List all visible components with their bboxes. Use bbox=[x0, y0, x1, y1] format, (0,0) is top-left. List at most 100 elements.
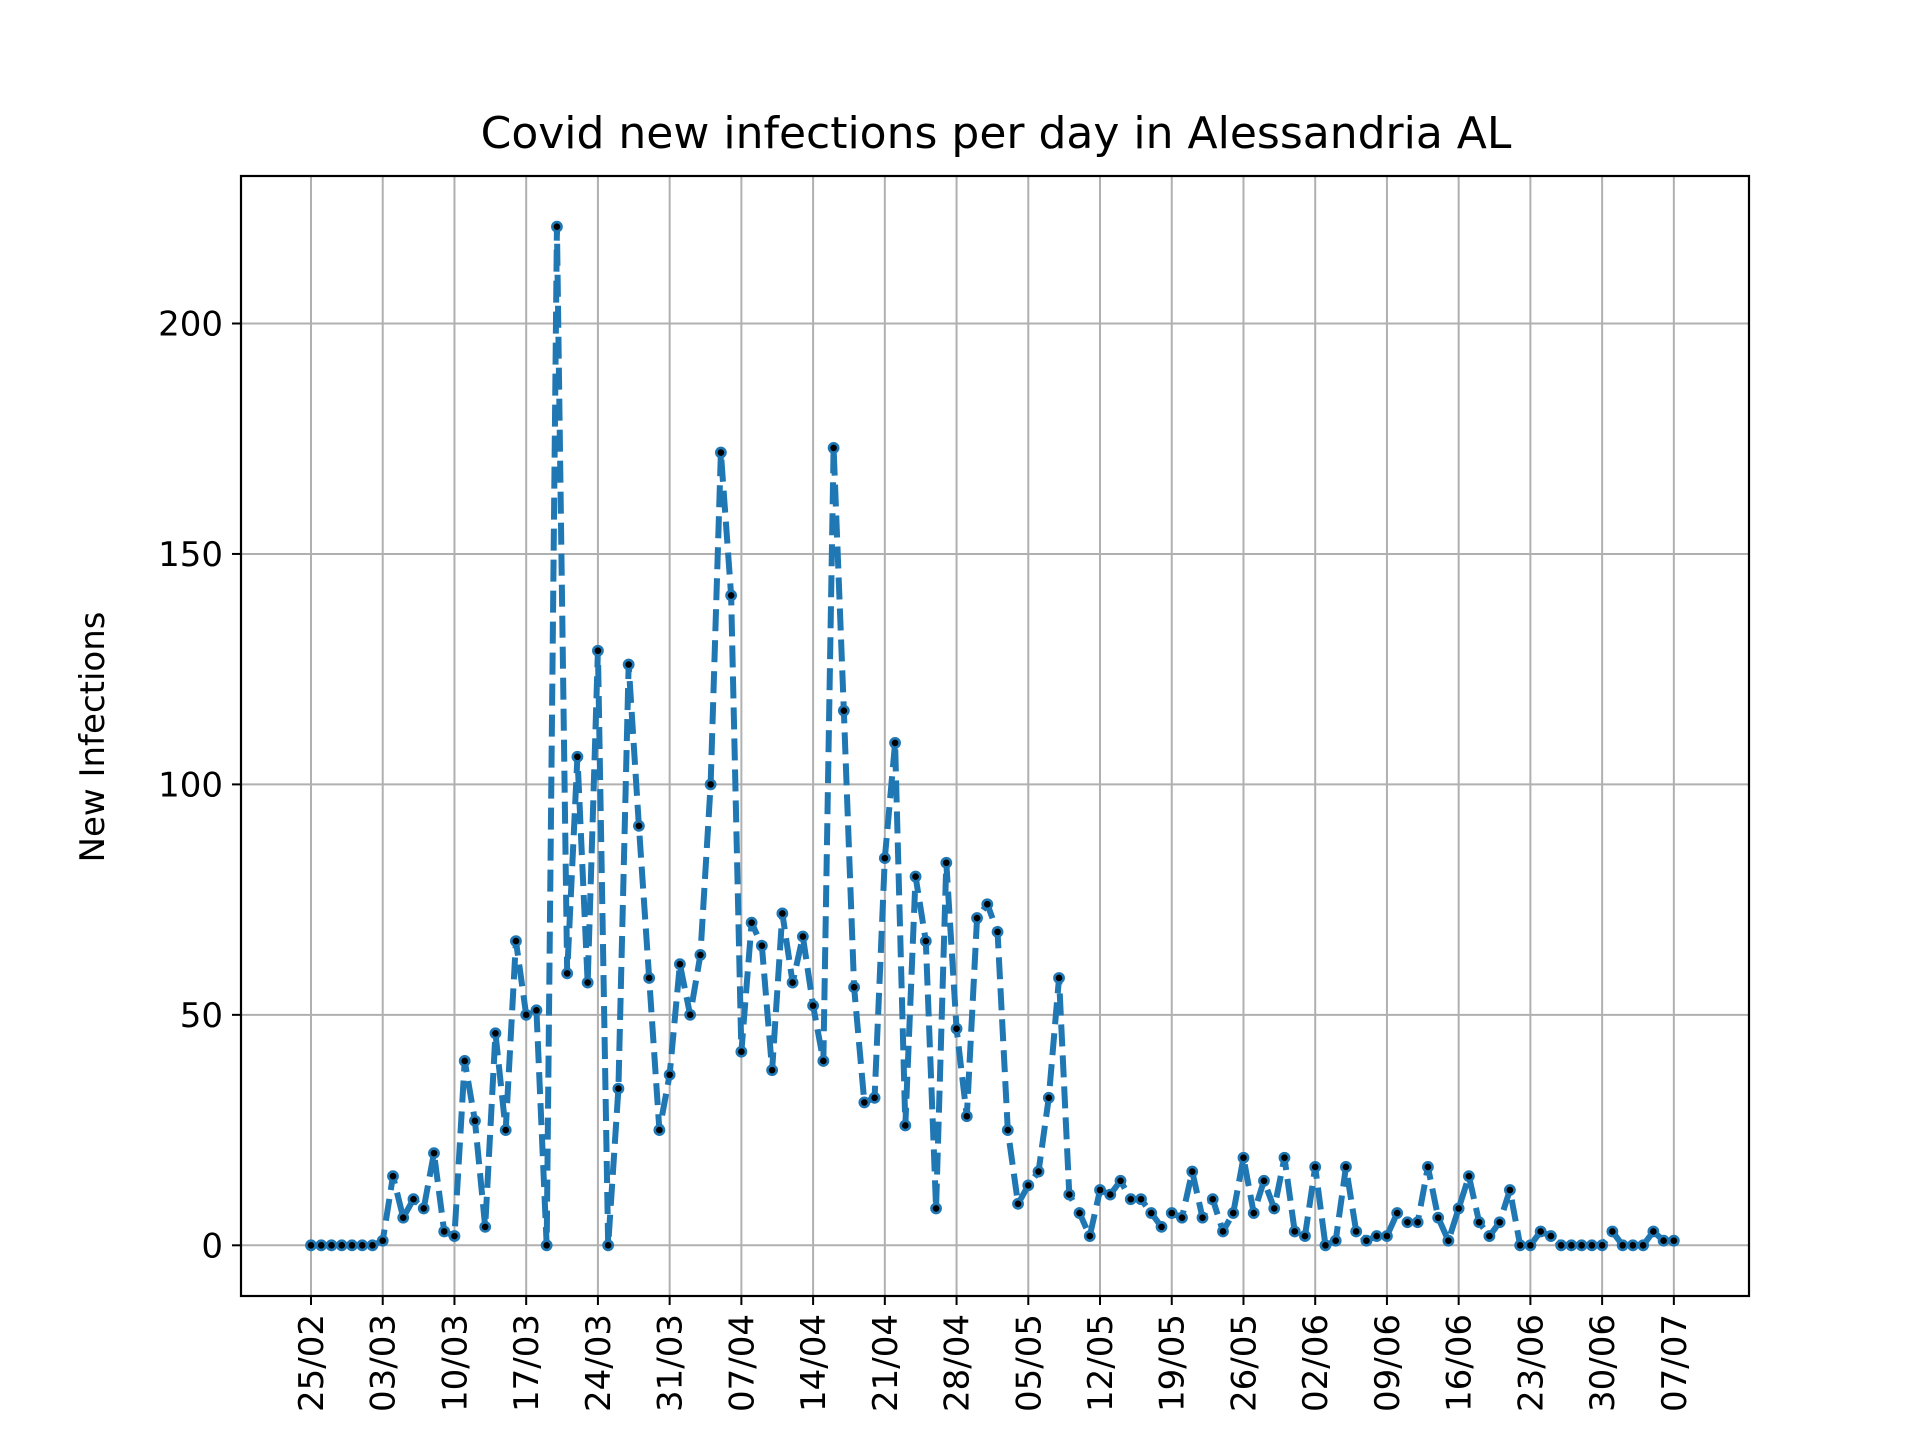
data-point bbox=[694, 949, 707, 961]
data-point bbox=[1340, 1161, 1352, 1173]
x-tick-label: 24/03 bbox=[579, 1314, 619, 1412]
data-point bbox=[1585, 1239, 1598, 1252]
x-tick-label: 07/04 bbox=[722, 1314, 762, 1412]
x-tick-label: 09/06 bbox=[1368, 1314, 1408, 1412]
data-point bbox=[387, 1170, 399, 1183]
data-point bbox=[1350, 1225, 1363, 1238]
chart-title: Covid new infections per day in Alessand… bbox=[481, 108, 1512, 159]
data-point bbox=[1483, 1230, 1496, 1242]
data-point bbox=[1647, 1225, 1660, 1238]
data-point bbox=[438, 1225, 451, 1238]
data-point bbox=[1237, 1151, 1250, 1164]
data-point bbox=[1165, 1207, 1178, 1219]
data-point bbox=[1135, 1193, 1147, 1206]
data-point bbox=[684, 1008, 697, 1021]
data-point bbox=[1514, 1239, 1527, 1252]
data-point bbox=[540, 1239, 553, 1252]
x-axis-ticks: 25/02 03/03 10/03 17/03 24/03 31/03 07/04 14/04… bbox=[292, 1296, 1695, 1412]
data-point bbox=[448, 1230, 461, 1242]
x-tick-label: 30/06 bbox=[1583, 1314, 1623, 1412]
data-point bbox=[335, 1239, 348, 1252]
data-point bbox=[1319, 1239, 1332, 1252]
data-point bbox=[837, 704, 850, 717]
data-point bbox=[745, 916, 758, 929]
data-point bbox=[1227, 1207, 1240, 1219]
data-point bbox=[612, 1082, 625, 1095]
x-tick-label: 19/05 bbox=[1153, 1314, 1193, 1412]
data-point bbox=[868, 1091, 881, 1104]
data-point bbox=[1524, 1239, 1537, 1252]
data-point bbox=[602, 1239, 615, 1252]
data-point bbox=[1534, 1225, 1547, 1238]
data-point bbox=[807, 999, 820, 1012]
data-point bbox=[786, 976, 799, 989]
data-point bbox=[909, 870, 922, 883]
data-point bbox=[1012, 1197, 1024, 1210]
data-point bbox=[325, 1239, 338, 1252]
data-point bbox=[510, 935, 522, 948]
data-point bbox=[1565, 1239, 1578, 1252]
data-point bbox=[673, 958, 686, 971]
data-point bbox=[592, 644, 604, 657]
plot-area-frame bbox=[239, 174, 1751, 1298]
data-point bbox=[397, 1211, 410, 1224]
data-point bbox=[1606, 1225, 1619, 1238]
data-point bbox=[1329, 1234, 1342, 1247]
data-point bbox=[1596, 1239, 1609, 1252]
data-point bbox=[889, 737, 901, 749]
data-point bbox=[878, 852, 891, 865]
x-tick-label: 25/02 bbox=[292, 1314, 332, 1412]
data-point bbox=[1626, 1239, 1639, 1252]
data-point bbox=[1042, 1091, 1055, 1104]
data-point bbox=[376, 1234, 389, 1247]
data-point bbox=[1555, 1239, 1568, 1252]
data-point bbox=[1001, 1124, 1014, 1136]
data-point bbox=[428, 1147, 440, 1160]
data-point bbox=[971, 912, 983, 924]
data-point bbox=[407, 1193, 420, 1206]
data-point bbox=[1114, 1174, 1127, 1187]
x-tick-label: 31/03 bbox=[651, 1314, 691, 1412]
data-point bbox=[1637, 1239, 1650, 1252]
x-tick-label: 26/05 bbox=[1224, 1314, 1264, 1412]
data-point bbox=[1401, 1216, 1414, 1229]
data-point bbox=[766, 1064, 779, 1077]
data-point bbox=[1104, 1188, 1117, 1201]
data-point bbox=[1493, 1216, 1506, 1229]
data-point bbox=[827, 442, 840, 454]
data-point bbox=[1288, 1225, 1301, 1238]
data-point bbox=[1063, 1188, 1076, 1201]
data-point bbox=[817, 1055, 830, 1067]
data-point bbox=[714, 446, 727, 459]
data-point bbox=[1278, 1151, 1291, 1164]
data-point bbox=[530, 1004, 543, 1017]
data-point bbox=[848, 981, 860, 994]
data-point bbox=[1411, 1216, 1424, 1229]
data-point bbox=[1360, 1234, 1373, 1247]
data-point bbox=[1247, 1207, 1260, 1219]
data-point bbox=[499, 1124, 512, 1136]
data-point bbox=[940, 856, 953, 869]
data-point bbox=[520, 1008, 533, 1021]
y-axis-ticks: 0 50 100 150 200 bbox=[158, 304, 241, 1266]
data-point bbox=[1094, 1184, 1106, 1196]
data-point bbox=[1073, 1207, 1086, 1219]
data-point bbox=[633, 819, 645, 832]
data-point bbox=[1422, 1161, 1434, 1173]
data-point bbox=[1616, 1239, 1629, 1252]
data-point bbox=[899, 1119, 912, 1132]
data-point bbox=[1176, 1211, 1188, 1224]
x-tick-label: 14/04 bbox=[794, 1314, 834, 1412]
x-tick-label: 12/05 bbox=[1081, 1314, 1121, 1412]
data-point bbox=[1657, 1234, 1670, 1247]
data-point bbox=[930, 1202, 942, 1215]
data-point bbox=[1575, 1239, 1588, 1252]
data-point bbox=[1206, 1193, 1219, 1206]
x-tick-label: 02/06 bbox=[1296, 1314, 1336, 1412]
data-point bbox=[1053, 972, 1065, 984]
data-point bbox=[960, 1110, 973, 1123]
data-point bbox=[1473, 1216, 1486, 1229]
data-point bbox=[315, 1239, 328, 1252]
y-tick-label: 150 bbox=[158, 535, 223, 575]
data-point bbox=[1268, 1202, 1281, 1215]
